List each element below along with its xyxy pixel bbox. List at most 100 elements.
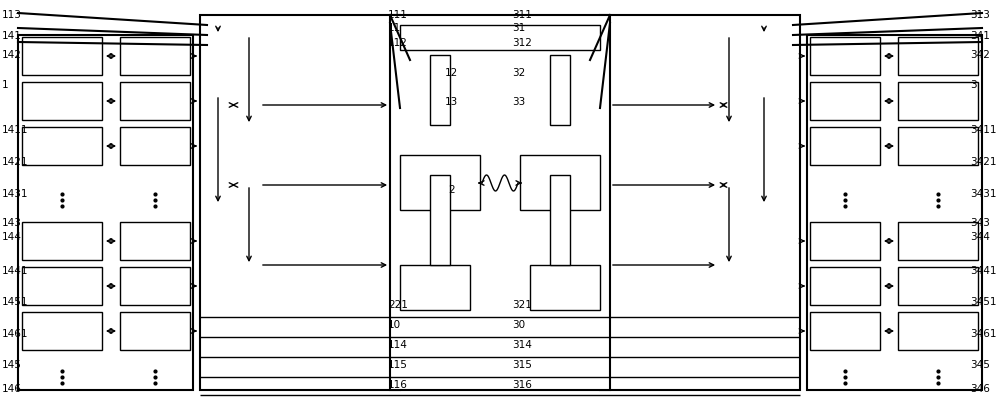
Bar xyxy=(430,55,450,125)
Text: 146: 146 xyxy=(2,384,22,394)
Text: 343: 343 xyxy=(970,218,990,228)
Bar xyxy=(120,127,190,165)
Text: 312: 312 xyxy=(512,38,532,48)
Text: 113: 113 xyxy=(2,11,22,20)
Bar xyxy=(22,37,102,75)
Bar xyxy=(22,82,102,120)
Text: 31: 31 xyxy=(512,23,525,33)
Text: 3431: 3431 xyxy=(970,190,996,199)
Bar xyxy=(530,265,600,310)
Text: 3441: 3441 xyxy=(970,266,996,276)
Bar xyxy=(120,267,190,305)
Bar xyxy=(898,37,978,75)
Text: 314: 314 xyxy=(512,340,532,350)
Text: 115: 115 xyxy=(388,360,408,369)
Bar xyxy=(207,25,282,50)
Text: 1421: 1421 xyxy=(2,157,28,167)
Text: 11: 11 xyxy=(388,23,401,33)
Bar xyxy=(898,312,978,350)
Bar xyxy=(200,15,400,390)
Text: 112: 112 xyxy=(388,38,408,48)
Bar xyxy=(810,82,880,120)
Bar xyxy=(390,15,610,390)
Bar xyxy=(718,25,793,50)
Bar xyxy=(22,222,102,260)
Bar xyxy=(400,155,480,210)
Bar xyxy=(238,35,260,265)
Text: 142: 142 xyxy=(2,50,22,60)
Bar xyxy=(753,248,775,388)
Text: 321: 321 xyxy=(512,300,532,309)
Text: 344: 344 xyxy=(970,232,990,242)
Text: 346: 346 xyxy=(970,384,990,394)
Text: 315: 315 xyxy=(512,360,532,369)
Bar xyxy=(120,222,190,260)
Bar xyxy=(810,222,880,260)
Text: 33: 33 xyxy=(512,97,525,107)
Text: 316: 316 xyxy=(512,380,532,390)
Text: 1411: 1411 xyxy=(2,125,28,134)
Text: 3461: 3461 xyxy=(970,329,996,339)
Text: 3: 3 xyxy=(970,80,977,90)
Text: 1451: 1451 xyxy=(2,297,28,307)
Bar xyxy=(718,308,740,388)
Bar xyxy=(430,175,450,265)
Text: 1: 1 xyxy=(2,80,9,90)
Text: 1441: 1441 xyxy=(2,266,28,276)
Bar xyxy=(898,127,978,165)
Bar xyxy=(345,89,400,127)
Text: 32: 32 xyxy=(512,68,525,78)
Bar xyxy=(355,40,410,80)
Bar xyxy=(120,312,190,350)
Bar xyxy=(520,155,600,210)
Bar xyxy=(22,127,102,165)
Bar xyxy=(810,37,880,75)
Text: 341: 341 xyxy=(970,32,990,41)
Bar xyxy=(238,308,260,388)
Bar xyxy=(898,222,978,260)
Bar xyxy=(600,15,800,390)
Bar xyxy=(120,82,190,120)
Bar xyxy=(807,35,982,390)
Bar xyxy=(810,312,880,350)
Text: 342: 342 xyxy=(970,50,990,60)
Text: 116: 116 xyxy=(388,380,408,390)
Text: 143: 143 xyxy=(2,218,22,228)
Bar xyxy=(810,127,880,165)
Text: 3451: 3451 xyxy=(970,297,996,307)
Bar xyxy=(600,89,655,127)
Text: 111: 111 xyxy=(388,11,408,20)
Text: 1461: 1461 xyxy=(2,329,28,339)
Bar xyxy=(590,40,645,80)
Text: 10: 10 xyxy=(388,320,401,330)
Text: 345: 345 xyxy=(970,360,990,369)
Text: 144: 144 xyxy=(2,232,22,242)
Text: 313: 313 xyxy=(970,11,990,20)
Text: 30: 30 xyxy=(512,320,525,330)
Text: 3411: 3411 xyxy=(970,125,996,134)
Text: 13: 13 xyxy=(445,97,458,107)
Text: 12: 12 xyxy=(445,68,458,78)
Bar xyxy=(753,25,775,210)
Text: 141: 141 xyxy=(2,32,22,41)
Text: 221: 221 xyxy=(388,300,408,309)
Text: 311: 311 xyxy=(512,11,532,20)
Text: 3421: 3421 xyxy=(970,157,996,167)
Bar xyxy=(120,37,190,75)
Text: 2: 2 xyxy=(448,185,455,195)
Bar xyxy=(400,265,470,310)
Bar xyxy=(810,267,880,305)
Bar xyxy=(18,35,193,390)
Bar xyxy=(22,312,102,350)
Text: 1431: 1431 xyxy=(2,190,28,199)
Bar xyxy=(207,248,229,388)
Bar xyxy=(718,35,740,265)
Text: 114: 114 xyxy=(388,340,408,350)
Bar xyxy=(550,175,570,265)
Bar xyxy=(207,25,229,210)
Bar xyxy=(550,55,570,125)
Bar xyxy=(898,82,978,120)
Bar xyxy=(22,267,102,305)
Text: 145: 145 xyxy=(2,360,22,369)
Bar xyxy=(400,25,600,50)
